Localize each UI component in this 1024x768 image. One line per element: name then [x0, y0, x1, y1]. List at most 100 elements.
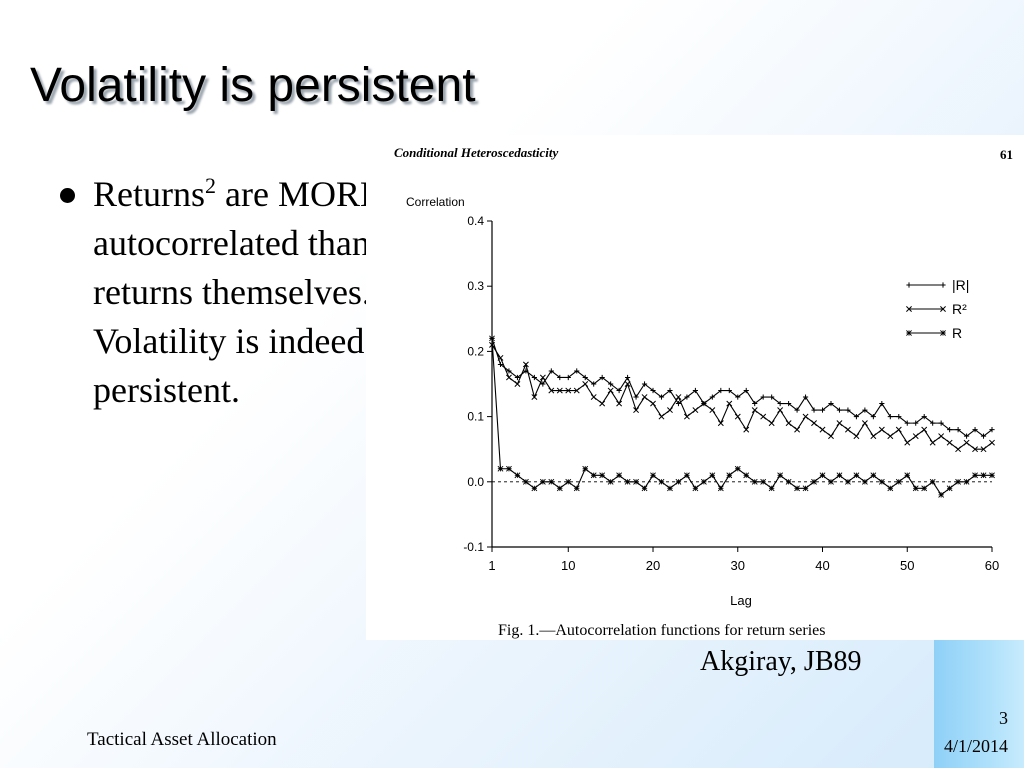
series-2-point — [955, 446, 962, 453]
series-1-point — [989, 427, 995, 433]
series-1-point — [930, 420, 936, 426]
series-2-point — [667, 407, 673, 414]
series-1-point — [904, 420, 910, 426]
series-2-point — [743, 426, 750, 433]
series-1-point — [616, 387, 622, 394]
series-1-point — [896, 414, 902, 420]
bullet-dot-icon — [60, 188, 75, 203]
legend-label: R — [952, 325, 962, 341]
series-2-point — [870, 433, 877, 440]
series-1-point — [972, 427, 978, 433]
series-1-point — [836, 407, 843, 413]
series-2-point — [522, 361, 529, 368]
series-1-point — [913, 420, 919, 426]
series-3-point — [709, 472, 716, 479]
series-3-point — [785, 478, 792, 485]
series-1-point — [921, 414, 927, 420]
series-3-point — [650, 472, 656, 479]
series-3-point — [955, 478, 962, 485]
series-1-point — [963, 433, 970, 439]
series-2-point — [929, 439, 936, 446]
x-tick-label: 10 — [561, 558, 575, 573]
series-3-point — [861, 478, 868, 485]
series-2-point — [650, 400, 656, 407]
series-2-point — [599, 400, 606, 407]
series-2-point — [573, 387, 580, 394]
series-1-point — [811, 407, 817, 413]
series-2-point — [819, 426, 826, 433]
series-3-point — [794, 485, 801, 492]
series-2-point — [726, 400, 733, 407]
series-3-point — [624, 478, 631, 485]
series-1-point — [675, 400, 682, 407]
series-1-point — [794, 407, 800, 413]
series-3-point — [811, 478, 817, 485]
series-3-point — [514, 472, 521, 479]
series-2-point — [878, 426, 885, 433]
series-3-point — [582, 465, 589, 472]
series-1-point — [641, 381, 648, 387]
series-1-point — [980, 433, 987, 439]
series-3-point — [616, 472, 623, 479]
citation: Akgiray, JB89 — [700, 646, 862, 677]
series-2-point — [658, 413, 665, 420]
series-1-point — [497, 361, 504, 368]
series-1-point — [548, 368, 554, 374]
series-2-point — [989, 439, 995, 446]
series-2-point — [980, 446, 987, 453]
series-2-point — [717, 420, 724, 427]
series-1-point — [582, 374, 588, 381]
y-tick-label: 0.4 — [467, 214, 484, 228]
series-2 — [489, 341, 995, 453]
series-2-point — [853, 433, 860, 440]
chart-series — [489, 335, 995, 498]
y-axis-label: Correlation — [406, 195, 465, 209]
series-3-point — [853, 472, 860, 479]
series-1-point — [938, 420, 944, 426]
series-1-point — [828, 400, 834, 407]
series-1-point — [692, 387, 698, 394]
series-2-point — [861, 420, 868, 427]
series-1-point — [540, 381, 546, 387]
series-3-point — [522, 478, 529, 485]
series-3-point — [734, 465, 741, 472]
series-2-point — [565, 387, 572, 394]
series-3-point — [607, 478, 614, 485]
series-1-point — [658, 394, 665, 400]
series-3-point — [870, 472, 877, 479]
series-1-point — [506, 368, 512, 374]
series-1-point — [887, 414, 893, 420]
series-1-point — [684, 394, 690, 400]
bullet-superscript: 2 — [205, 173, 216, 198]
series-2-point — [921, 426, 928, 433]
x-tick-label: 40 — [815, 558, 829, 573]
series-2-point — [938, 433, 945, 440]
series-3-point — [633, 478, 639, 485]
series-3-point — [590, 472, 597, 479]
series-2-point — [811, 420, 817, 427]
footer-title: Tactical Asset Allocation — [87, 729, 277, 750]
series-2-point — [828, 433, 834, 440]
legend-marker — [906, 282, 912, 288]
series-3-point — [938, 491, 945, 498]
series-1-point — [802, 394, 809, 400]
figure-panel: Conditional Heteroscedasticity 61 Correl… — [366, 135, 1024, 640]
series-3-point — [921, 485, 928, 492]
series-3-point — [692, 485, 699, 492]
series-3-point — [760, 478, 767, 485]
series-2-point — [887, 433, 894, 440]
series-3-point — [828, 478, 834, 485]
series-3-point — [700, 478, 707, 485]
series-1-point — [947, 427, 953, 433]
series-2-point — [963, 439, 970, 446]
series-3-point — [726, 472, 733, 479]
series-3-point — [539, 478, 546, 485]
series-2-point — [912, 433, 919, 440]
series-3-point — [946, 485, 953, 492]
series-2-point — [556, 387, 563, 394]
series-2-point — [590, 394, 597, 400]
series-2-point — [497, 354, 504, 361]
legend-marker — [940, 306, 946, 312]
series-1 — [489, 335, 995, 439]
series-1-point — [853, 414, 860, 420]
